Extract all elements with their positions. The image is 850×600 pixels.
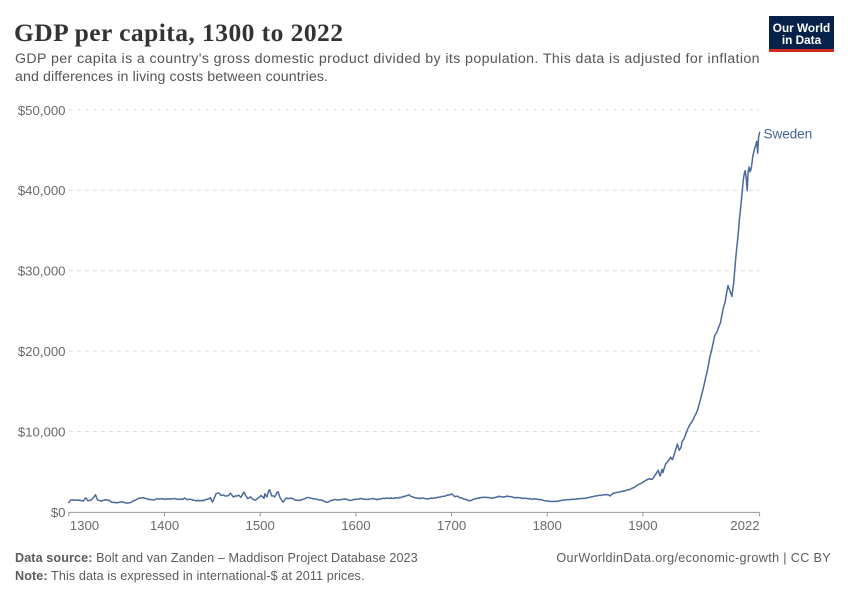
svg-text:1400: 1400 bbox=[150, 518, 179, 533]
svg-text:$40,000: $40,000 bbox=[18, 183, 66, 198]
svg-text:$30,000: $30,000 bbox=[18, 264, 66, 279]
svg-text:1700: 1700 bbox=[437, 518, 466, 533]
svg-text:Sweden: Sweden bbox=[764, 127, 813, 142]
svg-text:1900: 1900 bbox=[628, 518, 657, 533]
svg-text:1500: 1500 bbox=[246, 518, 275, 533]
svg-text:$50,000: $50,000 bbox=[18, 103, 66, 118]
svg-text:$0: $0 bbox=[51, 505, 66, 520]
svg-text:$10,000: $10,000 bbox=[18, 424, 66, 439]
svg-text:$20,000: $20,000 bbox=[18, 344, 66, 359]
svg-text:1800: 1800 bbox=[533, 518, 562, 533]
svg-text:2022: 2022 bbox=[730, 518, 759, 533]
svg-text:1600: 1600 bbox=[341, 518, 370, 533]
svg-text:1300: 1300 bbox=[70, 518, 99, 533]
